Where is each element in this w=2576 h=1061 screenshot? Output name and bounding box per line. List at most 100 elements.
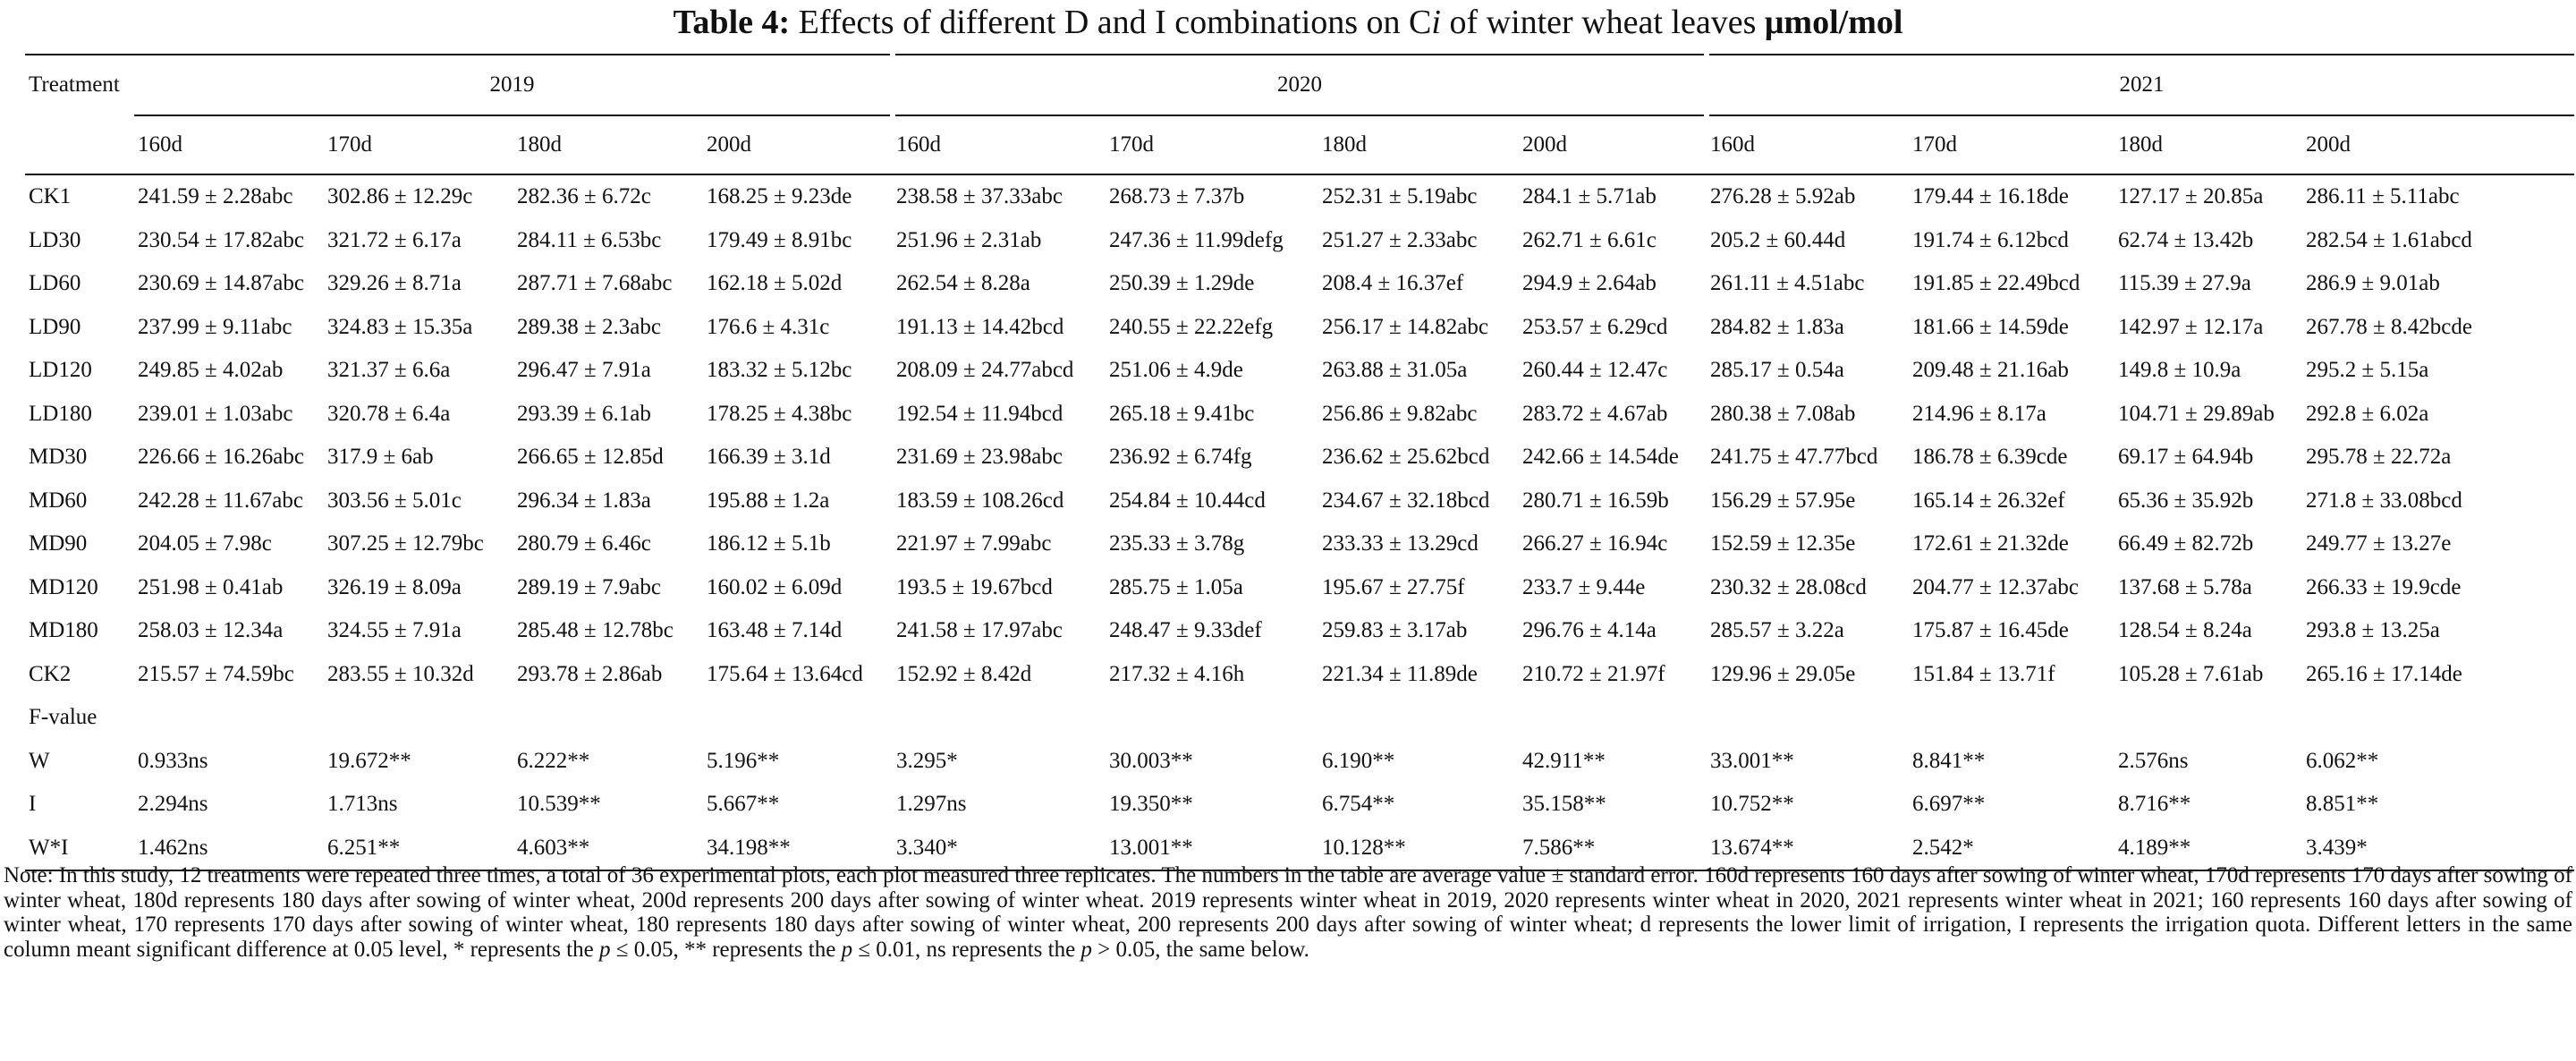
value-cell: 292.8 ± 6.02a [2306, 401, 2429, 426]
value-cell: 265.16 ± 17.14de [2306, 661, 2462, 686]
value-cell: 3.340* [893, 826, 1106, 871]
value-cell: 1.462ns [134, 826, 324, 871]
value-cell: 303.56 ± 5.01c [327, 488, 462, 513]
value-cell: 192.54 ± 11.94bcd [896, 401, 1063, 426]
value-cell: 262.71 ± 6.61c [1522, 227, 1657, 252]
value-cell: 236.92 ± 6.74fg [1109, 445, 1252, 469]
value-cell: 233.33 ± 13.29cd [1322, 531, 1479, 556]
table-row: CK2 215.57 ± 74.59bc 283.55 ± 10.32d 293.78… [25, 653, 2574, 697]
value-cell: 105.28 ± 7.61ab [2118, 661, 2264, 686]
value-cell [134, 696, 324, 740]
value-cell: 251.06 ± 4.9de [1109, 358, 1243, 382]
value-cell: 247.36 ± 11.99defg [1109, 227, 1284, 252]
treatment-cell: LD90 [29, 314, 81, 339]
year-header-2021: 2021 [1704, 54, 2574, 116]
value-cell: 240.55 ± 22.22efg [1109, 314, 1274, 339]
value-cell: 5.196** [707, 748, 780, 773]
treatment-cell: MD180 [29, 618, 98, 642]
table-caption: Table 4: Effects of different D and I co… [0, 0, 2576, 48]
value-cell: 241.59 ± 2.28abc [138, 184, 293, 208]
value-cell: 280.71 ± 16.59b [1522, 488, 1669, 513]
table-row: LD90 237.99 ± 9.11abc 324.83 ± 15.35a 289.3… [25, 306, 2574, 350]
value-cell: 324.55 ± 7.91a [327, 618, 462, 642]
value-cell: 33.001** [1710, 748, 1794, 773]
value-cell: 221.34 ± 11.89de [1322, 661, 1478, 686]
value-cell: 251.98 ± 0.41ab [138, 574, 284, 599]
value-cell: 13.674** [1707, 826, 1909, 871]
value-cell: 295.78 ± 22.72a [2306, 445, 2452, 469]
value-cell: 6.697** [1912, 792, 1986, 816]
value-cell: 293.39 ± 6.1ab [517, 401, 651, 426]
value-cell: 179.49 ± 8.91bc [707, 227, 852, 252]
table-row: F-value [25, 696, 2574, 740]
value-cell: 6.222** [517, 748, 590, 773]
day-header: 170d [1106, 115, 1318, 175]
value-cell: 204.77 ± 12.37abc [1912, 574, 2079, 599]
value-cell: 19.672** [327, 748, 411, 773]
value-cell: 66.49 ± 82.72b [2118, 531, 2254, 556]
value-cell: 6.754** [1322, 792, 1395, 816]
value-cell: 152.92 ± 8.42d [896, 661, 1032, 686]
value-cell: 129.96 ± 29.05e [1710, 661, 1856, 686]
value-cell: 3.439* [2302, 826, 2574, 871]
value-cell: 249.77 ± 13.27e [2306, 531, 2452, 556]
value-cell: 266.65 ± 12.85d [517, 445, 664, 469]
note-le01: ≤ 0.01, ns represents the [858, 937, 1076, 962]
value-cell: 6.251** [324, 826, 513, 871]
value-cell: 4.189** [2114, 826, 2302, 871]
value-cell: 289.19 ± 7.9abc [517, 574, 661, 599]
value-cell: 186.78 ± 6.39cde [1912, 445, 2068, 469]
value-cell: 259.83 ± 3.17ab [1322, 618, 1468, 642]
value-cell: 251.96 ± 2.31ab [896, 227, 1042, 252]
value-cell: 238.58 ± 37.33abc [896, 184, 1063, 208]
value-cell: 1.713ns [327, 792, 398, 816]
value-cell: 329.26 ± 8.71a [327, 271, 462, 295]
value-cell: 193.5 ± 19.67bcd [896, 574, 1053, 599]
note-p-symbol: p [598, 937, 611, 962]
value-cell: 262.54 ± 8.28a [896, 271, 1030, 295]
day-header: 170d [324, 115, 513, 175]
value-cell: 250.39 ± 1.29de [1109, 271, 1255, 295]
value-cell: 175.87 ± 16.45de [1912, 618, 2069, 642]
treatment-cell: LD120 [29, 358, 92, 382]
value-cell: 191.85 ± 22.49bcd [1912, 271, 2080, 295]
value-cell: 178.25 ± 4.38bc [707, 401, 852, 426]
value-cell: 162.18 ± 5.02d [707, 271, 843, 295]
value-cell: 285.48 ± 12.78bc [517, 618, 674, 642]
value-cell: 283.72 ± 4.67ab [1522, 401, 1668, 426]
value-cell: 127.17 ± 20.85a [2118, 184, 2264, 208]
value-cell: 104.71 ± 29.89ab [2118, 401, 2275, 426]
value-cell: 168.25 ± 9.23de [707, 184, 852, 208]
note-gt05: > 0.05, the same below. [1097, 937, 1309, 962]
value-cell: 276.28 ± 5.92ab [1710, 184, 1856, 208]
value-cell: 205.2 ± 60.44d [1710, 227, 1846, 252]
note-p-symbol: p [1080, 937, 1092, 962]
value-cell: 191.74 ± 6.12bcd [1912, 227, 2069, 252]
value-cell: 163.48 ± 7.14d [707, 618, 843, 642]
treatment-cell: MD60 [29, 488, 88, 513]
value-cell: 62.74 ± 13.42b [2118, 227, 2254, 252]
value-cell: 293.78 ± 2.86ab [517, 661, 663, 686]
value-cell: 293.8 ± 13.25a [2306, 618, 2440, 642]
table-row: CK1 241.59 ± 2.28abc 302.86 ± 12.29c 282.36… [25, 174, 2574, 219]
caption-title-a: Effects of different D and I combination… [798, 4, 1432, 41]
value-cell: 149.8 ± 10.9a [2118, 358, 2241, 382]
day-header: 200d [2302, 115, 2574, 175]
caption-title-b: of winter wheat leaves [1449, 4, 1757, 41]
value-cell: 321.72 ± 6.17a [327, 227, 462, 252]
value-cell: 195.67 ± 27.75f [1322, 574, 1465, 599]
value-cell: 176.6 ± 4.31c [707, 314, 830, 339]
value-cell: 214.96 ± 8.17a [1912, 401, 2046, 426]
value-cell: 195.88 ± 1.2a [707, 488, 830, 513]
table-row: MD30 226.66 ± 16.26abc 317.9 ± 6ab 266.65 ±… [25, 436, 2574, 480]
value-cell: 230.69 ± 14.87abc [138, 271, 304, 295]
day-header-blank [25, 115, 134, 175]
value-cell: 179.44 ± 16.18de [1912, 184, 2069, 208]
value-cell [324, 696, 513, 740]
value-cell: 156.29 ± 57.95e [1710, 488, 1856, 513]
value-cell: 10.752** [1710, 792, 1794, 816]
table-row: I 2.294ns 1.713ns 10.539** 5.667** 1.297ns 19.… [25, 783, 2574, 827]
value-cell [703, 696, 893, 740]
value-cell: 287.71 ± 7.68abc [517, 271, 673, 295]
value-cell [1909, 696, 2114, 740]
